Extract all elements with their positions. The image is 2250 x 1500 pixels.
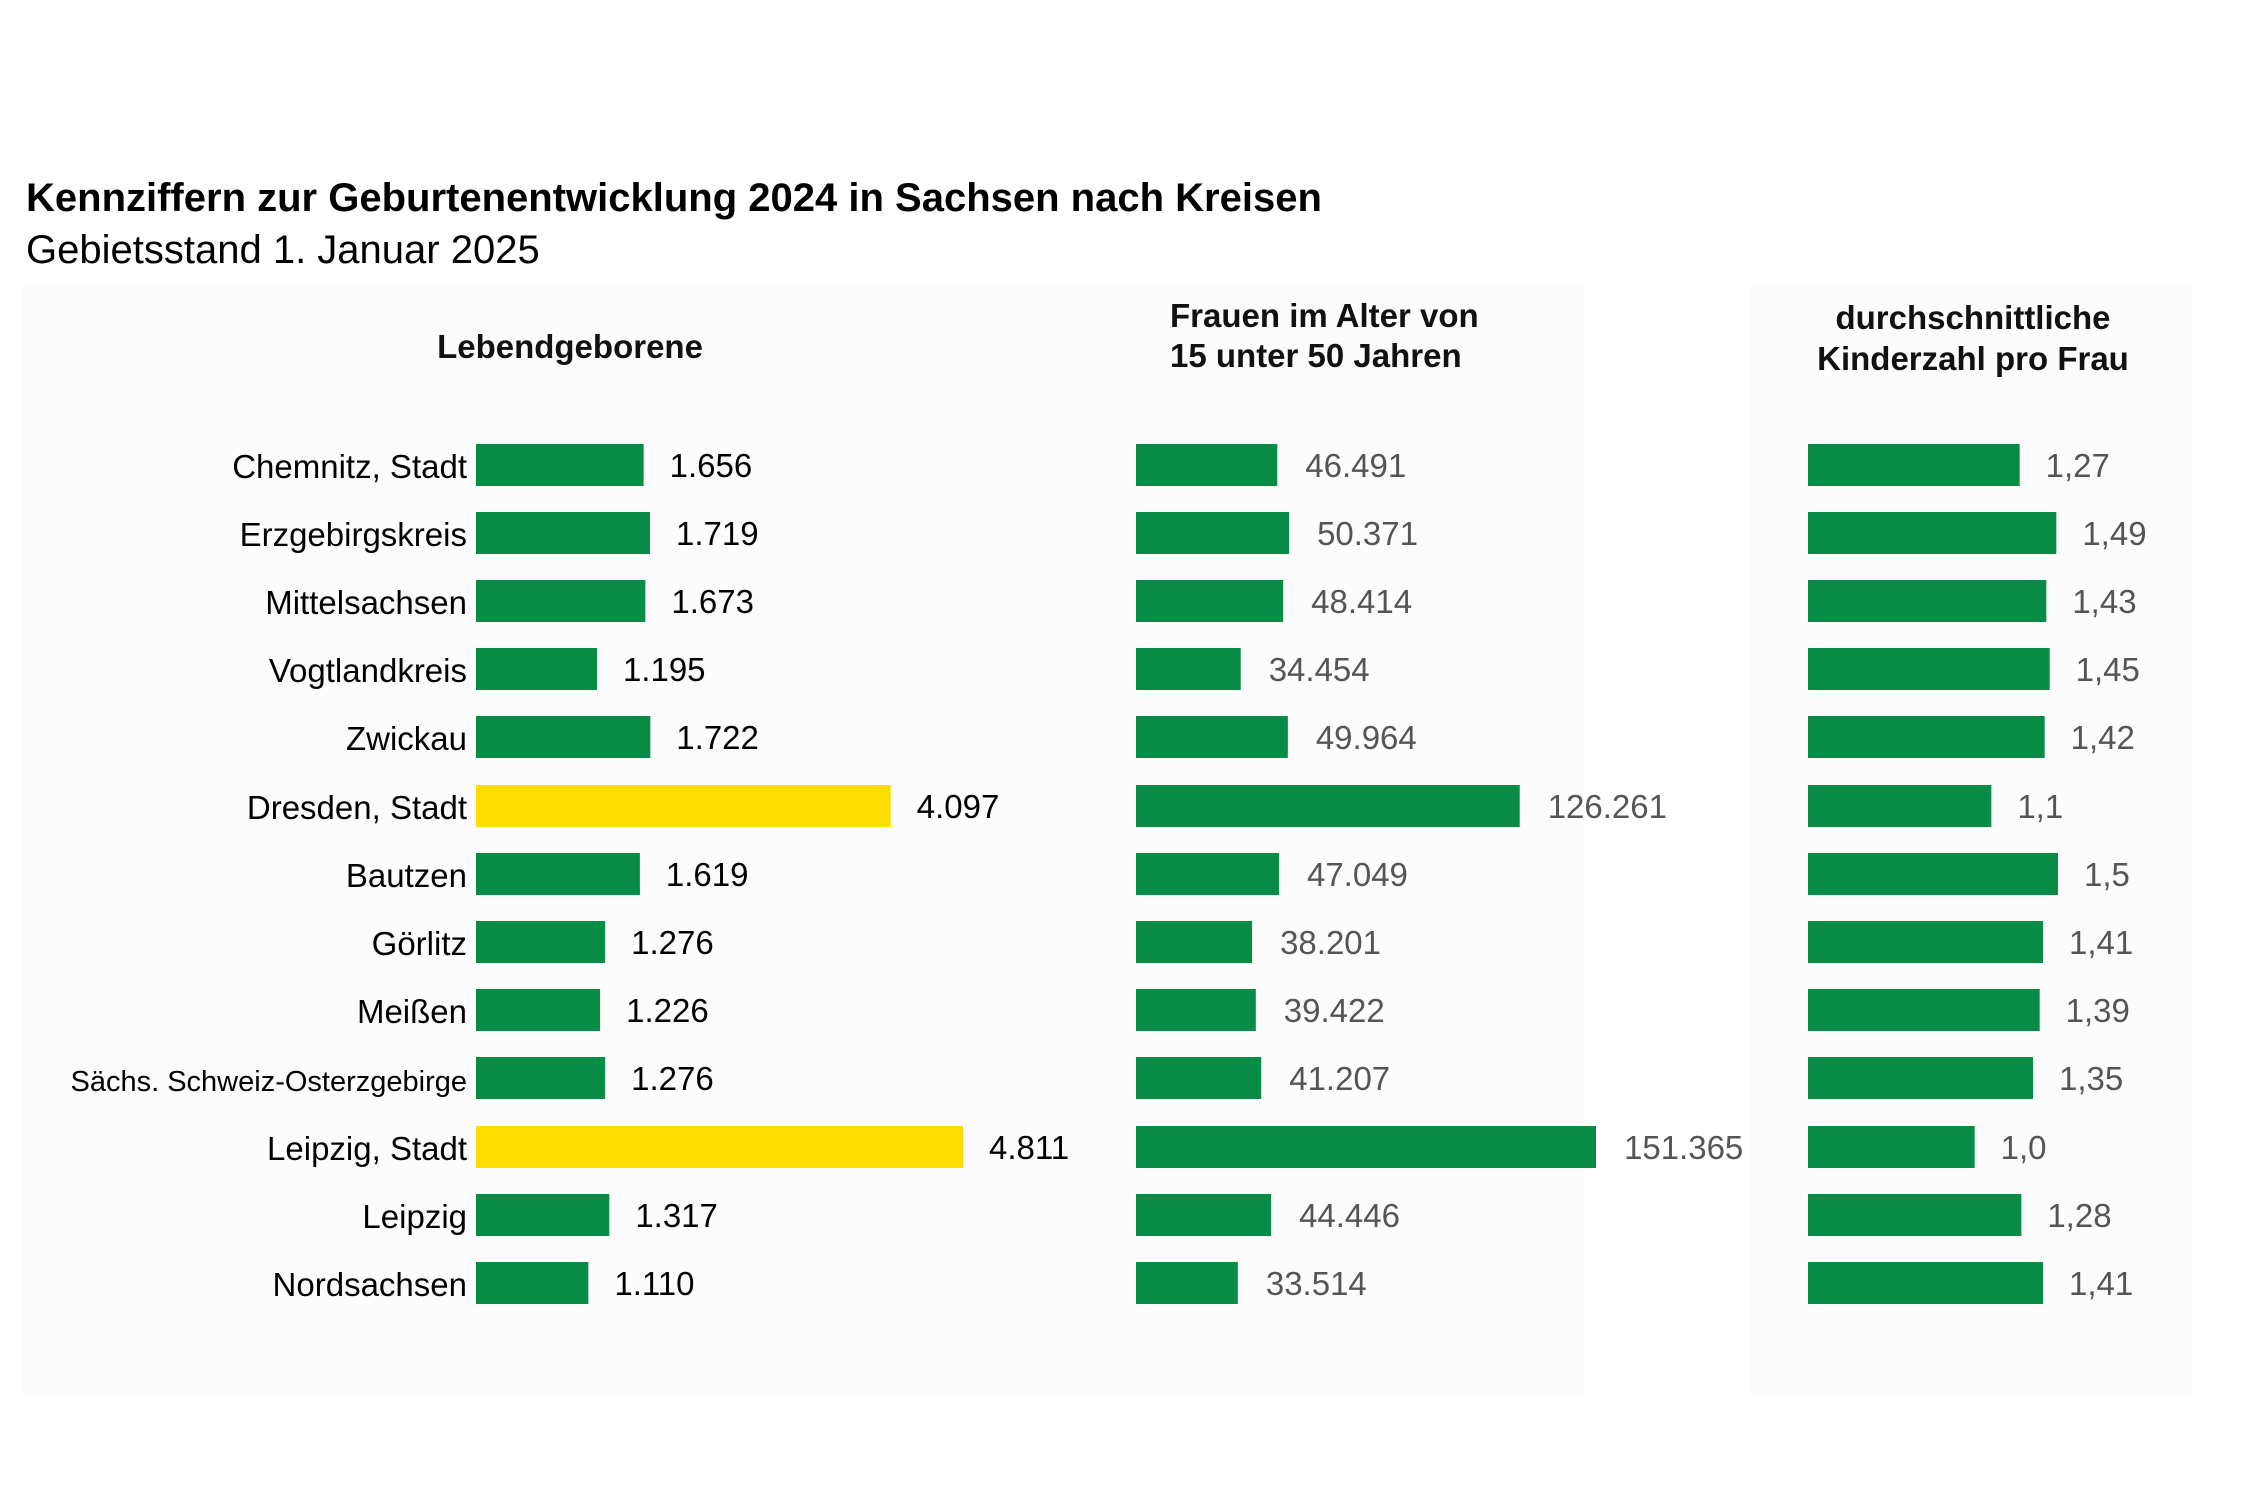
category-label: Chemnitz, Stadt bbox=[232, 448, 467, 485]
bar bbox=[476, 989, 600, 1031]
category-label: Meißen bbox=[357, 993, 467, 1030]
data-label: 4.811 bbox=[989, 1129, 1069, 1166]
data-label: 1,49 bbox=[2082, 515, 2146, 552]
chart-area: Chemnitz, Stadt Erzgebirgskreis Mittelsach… bbox=[0, 0, 2250, 1500]
category-label: Görlitz bbox=[372, 925, 467, 962]
data-label: 39.422 bbox=[1284, 992, 1385, 1029]
bar bbox=[1136, 648, 1241, 690]
bar bbox=[1808, 1126, 1975, 1168]
bar bbox=[476, 853, 640, 895]
bar bbox=[1136, 921, 1252, 963]
panel-title-3: Kinderzahl pro Frau bbox=[1817, 340, 2129, 377]
bar bbox=[1808, 512, 2056, 554]
bar bbox=[1808, 853, 2058, 895]
data-label: 41.207 bbox=[1289, 1060, 1390, 1097]
data-label: 50.371 bbox=[1317, 515, 1418, 552]
bar bbox=[1136, 1194, 1271, 1236]
data-label: 1,1 bbox=[2017, 788, 2063, 825]
bar bbox=[476, 1057, 605, 1099]
data-label: 34.454 bbox=[1269, 651, 1370, 688]
bar bbox=[476, 1262, 588, 1304]
panel-title-3: durchschnittliche bbox=[1835, 299, 2110, 336]
bar bbox=[1136, 1262, 1238, 1304]
data-label: 1.195 bbox=[623, 651, 706, 688]
data-label: 1.656 bbox=[670, 447, 753, 484]
data-label: 1,45 bbox=[2076, 651, 2140, 688]
data-label: 1,27 bbox=[2046, 447, 2110, 484]
data-label: 1,35 bbox=[2059, 1060, 2123, 1097]
bar bbox=[1136, 989, 1256, 1031]
data-label: 1.110 bbox=[614, 1265, 694, 1302]
data-label: 126.261 bbox=[1548, 788, 1667, 825]
data-label: 1.226 bbox=[626, 992, 709, 1029]
bar bbox=[1136, 444, 1277, 486]
bar bbox=[476, 921, 605, 963]
bar bbox=[476, 580, 645, 622]
data-label: 1,42 bbox=[2071, 719, 2135, 756]
bar bbox=[1808, 785, 1991, 827]
bar bbox=[1808, 444, 2020, 486]
category-label: Leipzig bbox=[362, 1198, 467, 1235]
data-label: 1,43 bbox=[2072, 583, 2136, 620]
bar bbox=[476, 785, 891, 827]
bar bbox=[476, 444, 644, 486]
bar bbox=[1136, 580, 1283, 622]
category-label: Vogtlandkreis bbox=[269, 652, 467, 689]
data-label: 33.514 bbox=[1266, 1265, 1367, 1302]
bar bbox=[1136, 716, 1288, 758]
data-label: 4.097 bbox=[917, 788, 1000, 825]
bar bbox=[1808, 1057, 2033, 1099]
bar bbox=[1136, 1126, 1596, 1168]
data-label: 49.964 bbox=[1316, 719, 1417, 756]
panel-title-1: Lebendgeborene bbox=[437, 328, 703, 365]
bar bbox=[476, 648, 597, 690]
panel-title-2: 15 unter 50 Jahren bbox=[1170, 337, 1462, 374]
data-label: 1.619 bbox=[666, 856, 749, 893]
bar bbox=[476, 1194, 609, 1236]
data-label: 1.719 bbox=[676, 515, 759, 552]
category-label: Erzgebirgskreis bbox=[240, 516, 467, 553]
data-label: 46.491 bbox=[1305, 447, 1406, 484]
data-label: 1,39 bbox=[2066, 992, 2130, 1029]
bar bbox=[476, 512, 650, 554]
data-label: 1.673 bbox=[671, 583, 754, 620]
data-label: 1.276 bbox=[631, 924, 714, 961]
category-label: Dresden, Stadt bbox=[247, 789, 467, 826]
bar bbox=[1136, 512, 1289, 554]
data-label: 1,0 bbox=[2001, 1129, 2047, 1166]
category-label: Bautzen bbox=[346, 857, 467, 894]
data-label: 44.446 bbox=[1299, 1197, 1400, 1234]
bar bbox=[1808, 989, 2040, 1031]
bar bbox=[1808, 716, 2045, 758]
data-label: 48.414 bbox=[1311, 583, 1412, 620]
bar bbox=[476, 1126, 963, 1168]
category-label: Zwickau bbox=[346, 720, 467, 757]
data-label: 1,28 bbox=[2047, 1197, 2111, 1234]
data-label: 1.722 bbox=[676, 719, 759, 756]
bar bbox=[1808, 1194, 2021, 1236]
category-label: Sächs. Schweiz-Osterzgebirge bbox=[71, 1066, 468, 1098]
bar bbox=[1808, 648, 2050, 690]
data-label: 47.049 bbox=[1307, 856, 1408, 893]
category-label: Leipzig, Stadt bbox=[267, 1130, 467, 1167]
bar bbox=[1808, 580, 2046, 622]
data-label: 1.276 bbox=[631, 1060, 714, 1097]
category-label: Nordsachsen bbox=[273, 1266, 467, 1303]
bar bbox=[1136, 1057, 1261, 1099]
bar bbox=[1808, 921, 2043, 963]
panel-title-2: Frauen im Alter von bbox=[1170, 297, 1479, 334]
bar bbox=[476, 716, 650, 758]
data-label: 1,41 bbox=[2069, 924, 2133, 961]
data-label: 1,5 bbox=[2084, 856, 2130, 893]
data-label: 151.365 bbox=[1624, 1129, 1743, 1166]
bar bbox=[1136, 853, 1279, 895]
bar bbox=[1808, 1262, 2043, 1304]
data-label: 1,41 bbox=[2069, 1265, 2133, 1302]
data-label: 1.317 bbox=[635, 1197, 718, 1234]
category-label: Mittelsachsen bbox=[265, 584, 467, 621]
data-label: 38.201 bbox=[1280, 924, 1381, 961]
bar bbox=[1136, 785, 1520, 827]
